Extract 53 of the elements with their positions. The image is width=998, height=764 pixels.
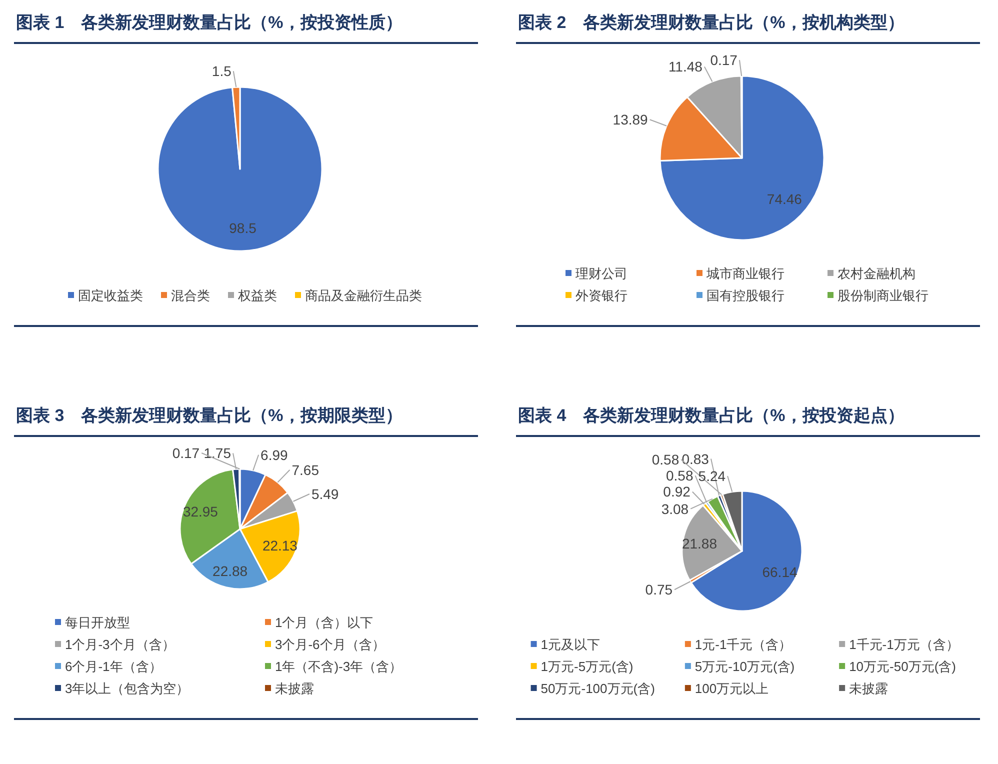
legend-label: 3年以上（包含为空）	[65, 681, 190, 696]
chart-title: 图表 3 各类新发理财数量占比（%，按期限类型）	[16, 406, 402, 425]
data-label: 0.92	[663, 484, 691, 500]
legend-label: 50万元-100万元(含)	[540, 681, 655, 696]
legend-label: 100万元以上	[694, 681, 769, 696]
chart-title: 图表 4 各类新发理财数量占比（%，按投资起点）	[518, 406, 904, 425]
chart-title: 图表 2 各类新发理财数量占比（%，按机构类型）	[518, 13, 904, 32]
legend-label: 6个月-1年（含）	[65, 659, 162, 674]
data-label: 7.65	[292, 462, 320, 478]
data-label: 1.75	[204, 445, 232, 462]
data-label: 66.14	[762, 564, 798, 580]
legend-label: 固定收益类	[78, 288, 143, 303]
chart-title: 图表 1 各类新发理财数量占比（%，按投资性质）	[16, 13, 402, 32]
legend-label: 城市商业银行	[706, 266, 784, 281]
data-label: 22.88	[212, 563, 248, 580]
data-label: 98.5	[229, 220, 257, 236]
data-label: 13.89	[612, 112, 648, 128]
data-label: 0.83	[682, 450, 710, 467]
data-label: 5.24	[698, 468, 726, 484]
data-label: 74.46	[766, 191, 802, 208]
legend-label: 3个月-6个月（含）	[275, 637, 385, 652]
legend-label: 外资银行	[576, 288, 628, 303]
legend-label: 1年（不含)-3年（含）	[275, 659, 402, 674]
legend-label: 混合类	[171, 288, 210, 303]
data-label: 6.99	[260, 446, 288, 463]
legend-label: 未披露	[849, 681, 888, 696]
data-label: 0.17	[710, 52, 738, 68]
legend-label: 1元及以下	[540, 637, 600, 652]
legend-label: 1万元-5万元(含)	[540, 659, 634, 674]
legend-label: 商品及金融衍生品类	[305, 288, 422, 303]
legend-label: 1元-1千元（含）	[694, 637, 792, 652]
data-label: 11.48	[668, 58, 703, 75]
legend-label: 10万元-50万元(含)	[849, 659, 956, 674]
legend-label: 国有控股银行	[706, 288, 784, 303]
legend-label: 理财公司	[576, 266, 628, 281]
legend-label: 股份制商业银行	[838, 288, 928, 303]
data-label: 22.13	[262, 537, 298, 554]
legend-label: 1千元-1万元（含）	[849, 637, 959, 652]
legend-label: 5万元-10万元(含)	[694, 659, 795, 674]
legend-label: 权益类	[237, 288, 277, 303]
legend-label: 每日开放型	[65, 615, 130, 630]
legend-label: 1个月（含）以下	[275, 615, 374, 630]
legend-label: 农村金融机构	[838, 266, 916, 281]
legend-label: 未披露	[275, 681, 314, 696]
data-label: 3.08	[661, 500, 689, 517]
data-label: 0.58	[652, 452, 680, 468]
data-label: 5.49	[311, 486, 339, 502]
data-label: 32.95	[182, 504, 218, 520]
data-label: 0.58	[666, 468, 694, 484]
legend-label: 1个月-3个月（含）	[65, 637, 175, 652]
data-label: 1.5	[212, 63, 232, 80]
data-label: 0.17	[172, 445, 200, 461]
data-label: 0.75	[645, 582, 673, 598]
